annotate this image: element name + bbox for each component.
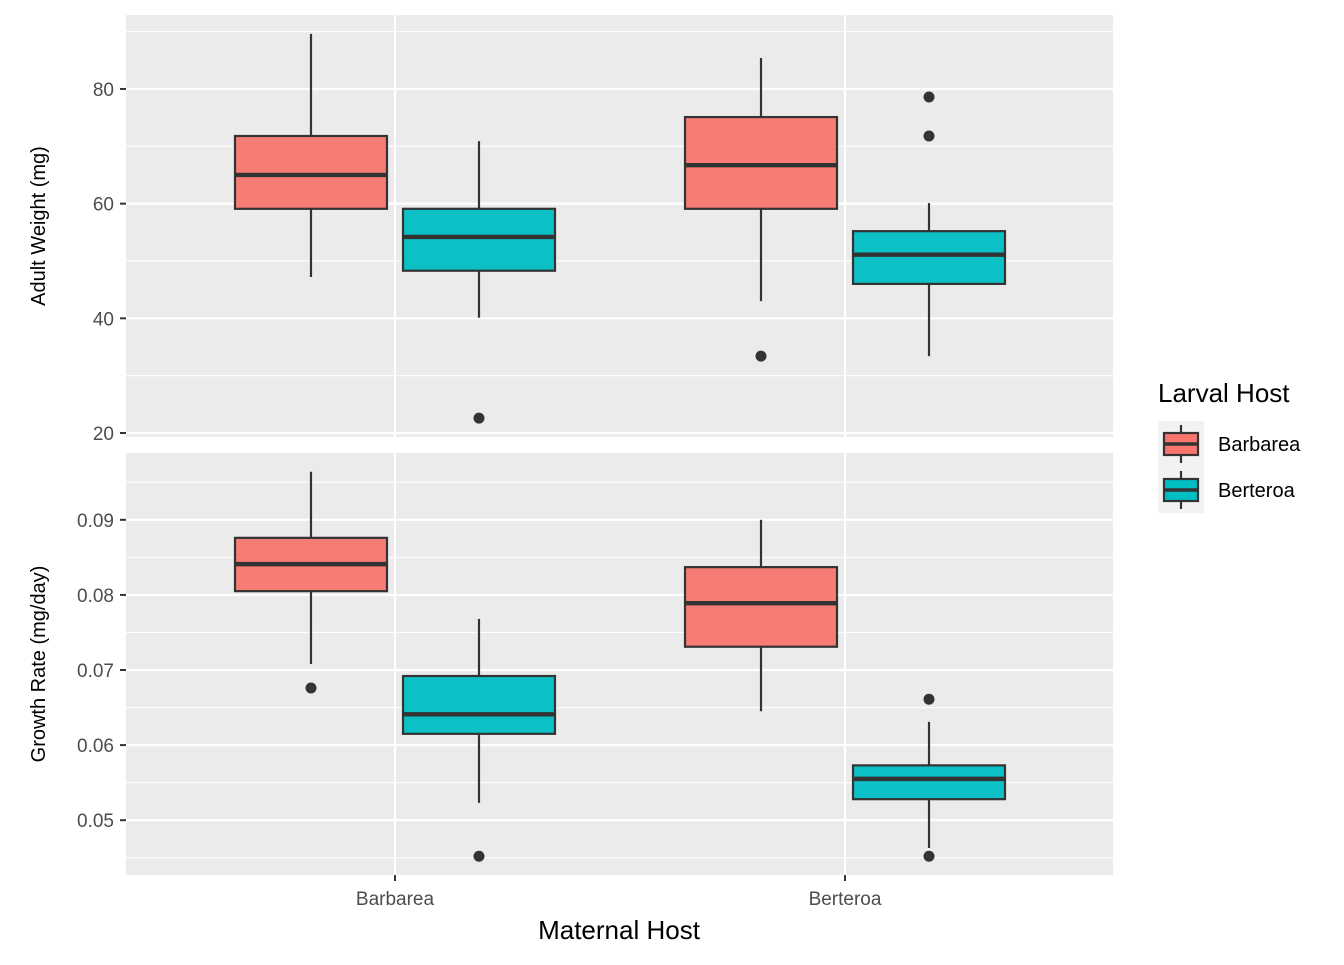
y-tick-label: 0.06 — [77, 736, 114, 757]
panel-background — [126, 15, 1113, 437]
panel-2: 0.05 0.06 0.07 0.08 0.09 Growth Rate (mg/day) — [28, 453, 1113, 875]
box — [851, 230, 1007, 286]
outlier-point — [755, 350, 767, 362]
y-tick-label: 0.07 — [77, 661, 114, 682]
outlier-point — [923, 130, 935, 142]
outlier-point — [923, 693, 935, 705]
box — [401, 207, 557, 272]
y-tick-label: 60 — [93, 195, 114, 216]
y-tick-label: 0.05 — [77, 811, 114, 832]
legend-title: Larval Host — [1158, 378, 1290, 408]
outlier-point — [473, 850, 485, 862]
y-tick-label: 40 — [93, 309, 114, 330]
x-axis-title: Maternal Host — [538, 915, 701, 945]
outlier-point — [923, 850, 935, 862]
legend: Larval Host Barbarea Berteroa — [1158, 378, 1301, 513]
box — [851, 764, 1007, 801]
x-axis: Barbarea Berteroa — [356, 875, 882, 910]
legend-label: Berteroa — [1218, 480, 1296, 502]
y-tick-label: 20 — [93, 424, 114, 445]
box-berteroa-berteroa — [851, 693, 1007, 862]
panel-1: 20 40 60 80 Adult Weight (mg) — [28, 15, 1113, 445]
legend-label: Barbarea — [1218, 434, 1301, 456]
box — [233, 134, 389, 210]
x-tick-label: Barbarea — [356, 889, 435, 910]
y-tick-label: 80 — [93, 80, 114, 101]
box-berteroa-barbarea — [683, 519, 839, 712]
y-tick-label: 0.08 — [77, 586, 114, 607]
box-berteroa-berteroa — [851, 91, 1007, 357]
outlier-point — [923, 91, 935, 103]
panel-background — [126, 453, 1113, 875]
y-axis-title: Adult Weight (mg) — [28, 146, 50, 306]
outlier-point — [305, 682, 317, 694]
box-berteroa-barbarea — [683, 58, 839, 362]
y-tick-label: 0.09 — [77, 511, 114, 532]
x-tick-label: Berteroa — [809, 889, 882, 910]
y-axis-title: Growth Rate (mg/day) — [28, 566, 50, 763]
outlier-point — [473, 412, 485, 424]
box — [683, 115, 839, 210]
box-barbarea-barbarea — [233, 33, 389, 278]
box-barbarea-berteroa — [401, 618, 557, 862]
box-barbarea-barbarea — [233, 471, 389, 694]
box-barbarea-berteroa — [401, 141, 557, 424]
box — [683, 566, 839, 648]
legend-key — [1158, 421, 1204, 467]
legend-key — [1158, 467, 1204, 513]
box — [401, 674, 557, 735]
